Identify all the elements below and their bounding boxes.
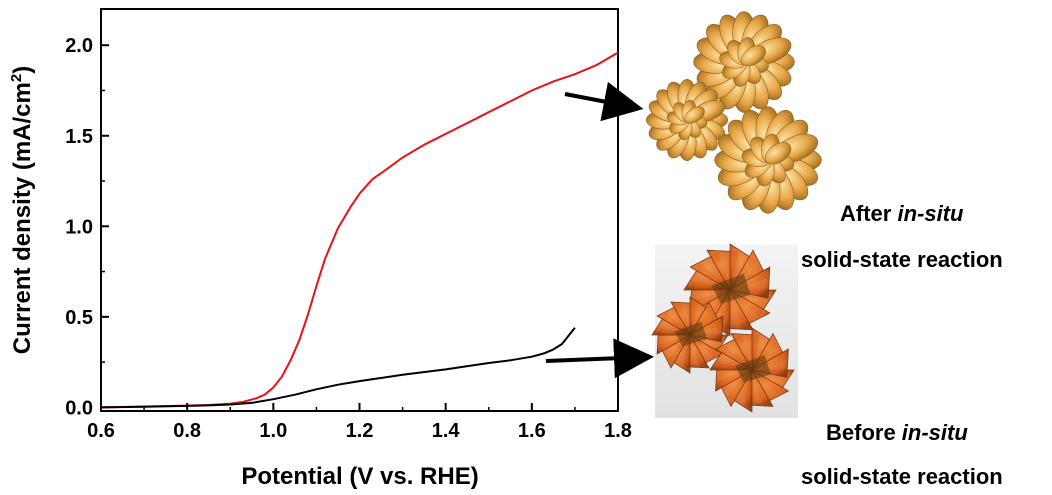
before-arrow <box>545 338 654 379</box>
after-label-line2: solid-state reaction <box>801 247 1003 272</box>
y-tick-label: 0.0 <box>65 397 93 419</box>
x-axis-ticks: 0.6 0.8 1.0 1.2 1.4 1.6 1.8 <box>87 403 632 442</box>
x-tick-label: 1.2 <box>346 420 374 442</box>
series-layer <box>100 51 619 409</box>
after-arrow <box>564 81 644 122</box>
x-tick-label: 1.8 <box>604 420 632 442</box>
y-tick-label: 0.5 <box>65 307 93 329</box>
before-label-italic: in-situ <box>901 420 968 445</box>
y-axis-ticks: 0.0 0.5 1.0 1.5 2.0 <box>65 35 109 419</box>
x-tick-label: 1.4 <box>432 420 461 442</box>
x-tick-label: 1.6 <box>518 420 546 442</box>
before-label-line2: solid-state reaction <box>801 464 1003 489</box>
before-cluster-image <box>651 243 798 418</box>
series-line-1 <box>100 327 576 409</box>
x-tick-label: 0.6 <box>87 420 115 442</box>
after-label-italic: in-situ <box>897 201 964 226</box>
y-axis-title-superscript: 2 <box>8 74 25 82</box>
after-label-line1: After in-situ <box>840 201 964 226</box>
y-axis-title: Current density (mA/cm2) <box>8 66 36 354</box>
after-cluster-image <box>645 11 822 214</box>
x-tick-label: 1.0 <box>259 420 287 442</box>
x-tick-label: 0.8 <box>173 420 201 442</box>
y-tick-label: 1.5 <box>65 126 93 148</box>
series-line-0 <box>100 51 619 409</box>
plot-frame <box>100 8 619 412</box>
x-axis-title: Potential (V vs. RHE) <box>241 463 478 490</box>
y-tick-label: 1.0 <box>65 216 93 238</box>
y-tick-label: 2.0 <box>65 35 93 57</box>
before-label-line1: Before in-situ <box>826 420 968 445</box>
